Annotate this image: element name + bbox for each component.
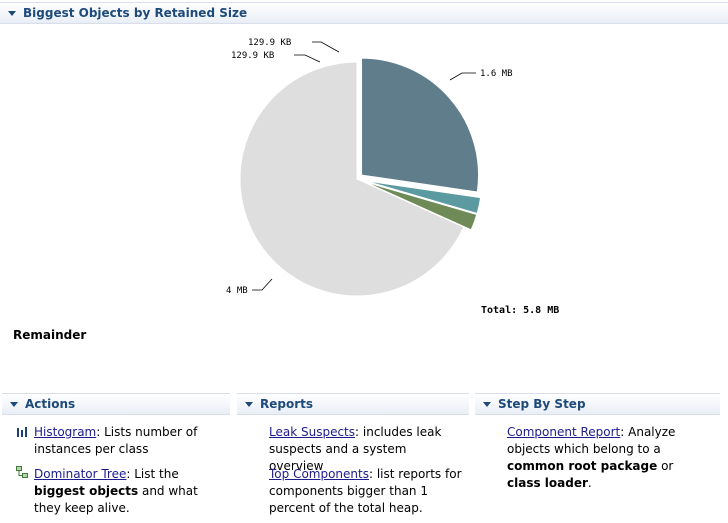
collapse-triangle-icon[interactable] [10, 401, 18, 407]
leader-line-4-mb [252, 278, 273, 291]
collapse-triangle-icon[interactable] [483, 401, 491, 407]
leader-line-1-6-mb [449, 72, 476, 81]
reports-section-title: Reports [260, 397, 314, 411]
component-report-or: or [657, 459, 674, 473]
overview-section-header[interactable]: Biggest Objects by Retained Size [0, 2, 728, 24]
pie-label-129-9-kb-a: 129.9 KB [248, 38, 291, 48]
pie-slice-1-6-mb[interactable] [361, 57, 480, 193]
collapse-triangle-icon[interactable] [8, 10, 16, 16]
pie-label-1-6-mb: 1.6 MB [480, 69, 513, 79]
dominator-tree-link[interactable]: Dominator Tree [34, 467, 127, 481]
pie-slices [239, 57, 482, 297]
dominator-tree-icon [16, 466, 28, 478]
legend-remainder: Remainder [13, 328, 87, 342]
biggest-objects-emphasis: biggest objects [34, 484, 139, 498]
collapse-triangle-icon[interactable] [245, 401, 253, 407]
retained-size-pie-chart: 129.9 KB 129.9 KB 1.6 MB 4 MB Total: 5.8… [226, 38, 559, 316]
top-components-link[interactable]: Top Components [269, 467, 369, 481]
pie-label-129-9-kb-b: 129.9 KB [231, 51, 274, 61]
overview-section-title: Biggest Objects by Retained Size [23, 6, 248, 20]
top-components-item: Top Components: list reports for compone… [269, 466, 464, 517]
leak-suspects-link[interactable]: Leak Suspects [269, 425, 356, 439]
component-report-description-start: : Analyze objects which belong to a [507, 425, 676, 456]
leak-suspects-description: : includes leak suspects and a system ov… [269, 425, 442, 473]
histogram-icon [17, 427, 27, 437]
pie-slice-129-9-kb-b[interactable] [364, 181, 478, 231]
dominator-tree-item: Dominator Tree: List the biggest objects… [34, 466, 224, 517]
histogram-link[interactable]: Histogram [34, 425, 97, 439]
leak-suspects-item: Leak Suspects: includes leak suspects an… [269, 424, 464, 475]
top-components-description: : list reports for components bigger tha… [269, 467, 462, 515]
actions-section-title: Actions [25, 397, 76, 411]
histogram-description: : Lists number of instances per class [34, 425, 198, 456]
leader-line-129-9-kb-b [294, 54, 321, 63]
pie-total-label: Total: 5.8 MB [481, 305, 559, 316]
pie-label-4-mb: 4 MB [226, 286, 248, 296]
pie-slice-129-9-kb-a[interactable] [364, 180, 482, 215]
step-by-step-section-title: Step By Step [498, 397, 586, 411]
histogram-item: Histogram: Lists number of instances per… [34, 424, 214, 458]
class-loader-emphasis: class loader [507, 476, 588, 490]
pie-slice-4-mb[interactable] [239, 61, 465, 297]
component-report-link[interactable]: Component Report [507, 425, 621, 439]
component-report-period: . [587, 476, 592, 490]
actions-section-header[interactable]: Actions [2, 393, 230, 415]
dominator-tree-description-end: and what they keep alive. [34, 484, 198, 515]
leader-line-129-9-kb-a [312, 41, 340, 53]
component-report-item: Component Report: Analyze objects which … [507, 424, 707, 492]
dominator-tree-description-start: : List the [126, 467, 179, 481]
common-root-package-emphasis: common root package [507, 459, 658, 473]
reports-section-header[interactable]: Reports [237, 393, 469, 415]
step-by-step-section-header[interactable]: Step By Step [475, 393, 720, 415]
